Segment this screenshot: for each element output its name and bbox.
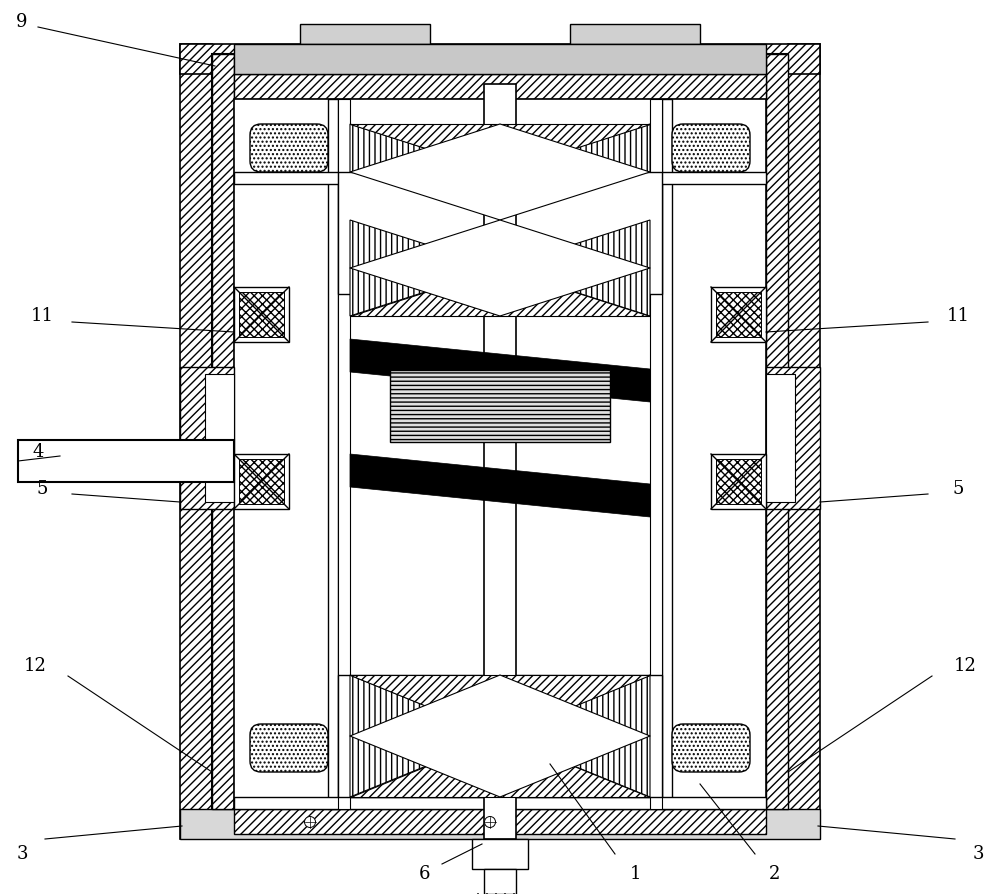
Polygon shape bbox=[350, 454, 650, 517]
Bar bbox=[484, 869, 516, 894]
Bar bbox=[234, 454, 289, 509]
Bar bbox=[338, 172, 662, 294]
Text: 12: 12 bbox=[954, 657, 976, 675]
Bar bbox=[180, 367, 234, 509]
Polygon shape bbox=[500, 220, 650, 268]
Bar bbox=[180, 44, 212, 839]
Circle shape bbox=[485, 816, 496, 828]
Text: 11: 11 bbox=[30, 307, 54, 325]
Polygon shape bbox=[500, 675, 650, 736]
Polygon shape bbox=[350, 675, 650, 797]
Bar bbox=[234, 797, 766, 809]
Bar bbox=[212, 54, 234, 809]
Polygon shape bbox=[350, 220, 500, 268]
Bar bbox=[662, 99, 672, 809]
Bar bbox=[234, 44, 766, 74]
Polygon shape bbox=[500, 268, 650, 316]
Bar bbox=[716, 459, 761, 504]
Bar bbox=[711, 454, 766, 509]
Text: 9: 9 bbox=[16, 13, 28, 31]
Bar bbox=[180, 809, 820, 839]
Bar bbox=[766, 374, 795, 502]
Polygon shape bbox=[350, 220, 650, 316]
Bar bbox=[716, 292, 761, 337]
Bar bbox=[570, 24, 700, 44]
Bar bbox=[180, 44, 820, 74]
Bar bbox=[234, 287, 289, 342]
Bar bbox=[338, 675, 662, 797]
Bar bbox=[328, 99, 338, 809]
Bar bbox=[570, 44, 700, 54]
Polygon shape bbox=[350, 268, 500, 316]
Bar bbox=[300, 24, 430, 44]
Bar bbox=[650, 99, 662, 809]
FancyBboxPatch shape bbox=[672, 724, 750, 772]
Bar bbox=[234, 74, 766, 99]
Polygon shape bbox=[500, 736, 650, 797]
FancyBboxPatch shape bbox=[250, 724, 328, 772]
Bar bbox=[338, 99, 350, 809]
FancyBboxPatch shape bbox=[672, 124, 750, 172]
Polygon shape bbox=[350, 675, 500, 736]
FancyBboxPatch shape bbox=[250, 124, 328, 172]
Polygon shape bbox=[350, 675, 500, 736]
Polygon shape bbox=[500, 124, 650, 172]
Bar bbox=[390, 370, 610, 442]
Bar bbox=[788, 44, 820, 839]
Text: 5: 5 bbox=[952, 480, 964, 498]
Polygon shape bbox=[350, 736, 500, 797]
Text: 11: 11 bbox=[946, 307, 970, 325]
Bar bbox=[711, 287, 766, 342]
Polygon shape bbox=[500, 675, 650, 736]
Bar bbox=[484, 84, 516, 839]
Polygon shape bbox=[350, 339, 650, 402]
Text: 5: 5 bbox=[36, 480, 48, 498]
Bar bbox=[239, 459, 284, 504]
Bar bbox=[300, 44, 430, 54]
Bar bbox=[234, 99, 766, 809]
Polygon shape bbox=[350, 124, 500, 172]
Bar bbox=[766, 367, 820, 509]
Text: 3: 3 bbox=[16, 845, 28, 863]
Polygon shape bbox=[500, 124, 650, 172]
Bar bbox=[239, 292, 284, 337]
Bar bbox=[18, 440, 234, 482]
Bar bbox=[234, 172, 766, 184]
Text: 3: 3 bbox=[972, 845, 984, 863]
Text: 6: 6 bbox=[419, 865, 431, 883]
Bar bbox=[205, 374, 234, 502]
Text: 12: 12 bbox=[24, 657, 46, 675]
Circle shape bbox=[304, 816, 316, 828]
Bar bbox=[234, 809, 766, 834]
Bar bbox=[212, 54, 788, 809]
Text: 1: 1 bbox=[629, 865, 641, 883]
Polygon shape bbox=[350, 736, 500, 797]
Polygon shape bbox=[350, 124, 650, 220]
Bar bbox=[472, 839, 528, 869]
Bar bbox=[766, 54, 788, 809]
Text: 4: 4 bbox=[32, 443, 44, 461]
Polygon shape bbox=[350, 124, 500, 172]
Polygon shape bbox=[500, 736, 650, 797]
Polygon shape bbox=[350, 268, 500, 316]
Polygon shape bbox=[500, 268, 650, 316]
Text: 2: 2 bbox=[769, 865, 781, 883]
